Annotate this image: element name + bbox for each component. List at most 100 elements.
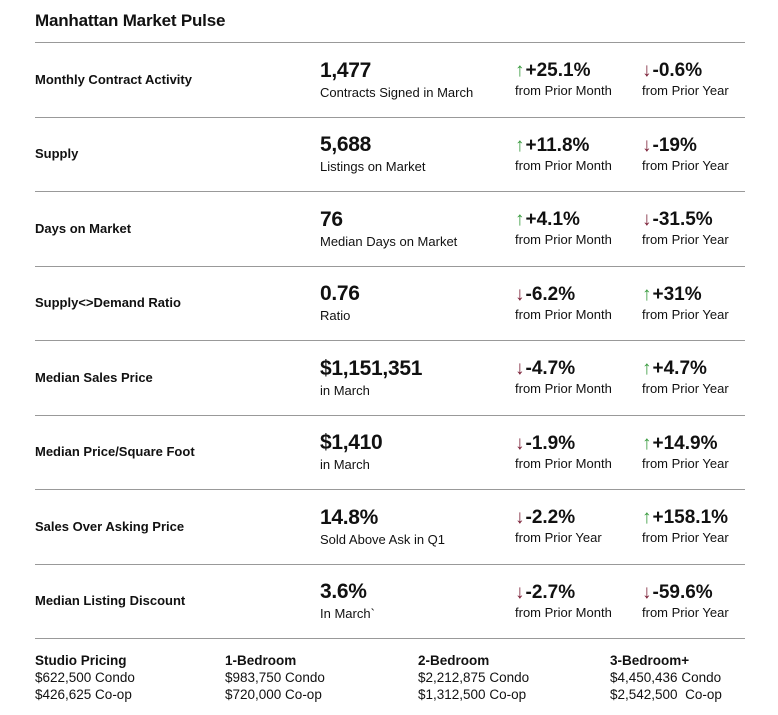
change-percent: +14.9% [652, 432, 718, 454]
change-caption: from Prior Year [642, 530, 729, 546]
pricing-coop-value: $426,625 Co-op [35, 687, 132, 702]
month-change-value: ↑+25.1% [515, 60, 642, 82]
metric-row: Supply 5,688 Listings on Market ↑+11.8% … [35, 118, 745, 192]
pricing-header: 1-Bedroom [225, 653, 297, 668]
trend-down-icon: ↓ [515, 432, 525, 454]
metric-label: Median Listing Discount [35, 593, 186, 609]
year-change: ↓-0.6% from Prior Year [642, 60, 745, 99]
trend-up-icon: ↑ [642, 358, 652, 380]
metric-row: Monthly Contract Activity 1,477 Contract… [35, 43, 745, 118]
change-percent: -6.2% [525, 283, 576, 305]
metric-value-caption: Sold Above Ask in Q1 [320, 531, 446, 547]
pricing-coop-value: $720,000 Co-op [225, 687, 322, 702]
metric-row: Supply<>Demand Ratio 0.76 Ratio ↓-6.2% f… [35, 267, 745, 341]
metric-value-number: $1,151,351 [320, 356, 423, 380]
metric-value-caption: in March [320, 457, 370, 473]
change-caption: from Prior Month [515, 83, 612, 99]
pricing-condo-value: $622,500 Condo [35, 670, 135, 685]
year-change: ↑+4.7% from Prior Year [642, 358, 745, 397]
trend-up-icon: ↑ [515, 209, 525, 231]
year-change: ↓-31.5% from Prior Year [642, 209, 745, 248]
metric-value-caption: Listings on Market [320, 159, 426, 175]
trend-up-icon: ↑ [642, 507, 652, 529]
metric-label: Median Price/Square Foot [35, 444, 195, 460]
trend-down-icon: ↓ [515, 283, 525, 305]
change-caption: from Prior Year [642, 157, 729, 173]
month-change: ↓-1.9% from Prior Month [515, 433, 642, 472]
pricing-condo-value: $983,750 Condo [225, 670, 325, 685]
metrics-table: Monthly Contract Activity 1,477 Contract… [35, 42, 745, 639]
year-change-value: ↑+31% [642, 284, 745, 306]
metric-value-number: 1,477 [320, 58, 372, 82]
pricing-column: Studio Pricing $622,500 Condo $426,625 C… [35, 652, 225, 703]
change-caption: from Prior Year [515, 530, 602, 546]
change-percent: -19% [652, 134, 697, 156]
metric-label: Supply [35, 146, 79, 162]
metric-label: Supply<>Demand Ratio [35, 295, 181, 311]
metric-value: 3.6% In March` [320, 580, 515, 622]
trend-up-icon: ↑ [515, 134, 525, 156]
month-change-value: ↓-4.7% [515, 358, 642, 380]
month-change: ↑+4.1% from Prior Month [515, 209, 642, 248]
metric-row: Median Listing Discount 3.6% In March` ↓… [35, 565, 745, 639]
pricing-coop-value: $2,542,500 Co-op [610, 687, 722, 702]
pricing-header: 3-Bedroom+ [610, 653, 690, 668]
metric-value-caption: Contracts Signed in March [320, 84, 474, 100]
month-change: ↓-2.7% from Prior Month [515, 582, 642, 621]
trend-down-icon: ↓ [515, 507, 525, 529]
metric-value-number: $1,410 [320, 431, 383, 455]
year-change: ↑+158.1% from Prior Year [642, 507, 745, 546]
pricing-summary: Studio Pricing $622,500 Condo $426,625 C… [35, 639, 745, 703]
metric-value-caption: In March` [320, 606, 375, 622]
pricing-condo-value: $4,450,436 Condo [610, 670, 722, 685]
change-caption: from Prior Year [642, 604, 729, 620]
metric-row: Days on Market 76 Median Days on Market … [35, 192, 745, 267]
metric-value: $1,410 in March [320, 431, 515, 473]
metric-row: Median Price/Square Foot $1,410 in March… [35, 416, 745, 490]
metric-value: 76 Median Days on Market [320, 208, 515, 250]
change-caption: from Prior Year [642, 455, 729, 471]
year-change-value: ↓-0.6% [642, 60, 745, 82]
change-caption: from Prior Year [642, 83, 729, 99]
month-change-value: ↑+11.8% [515, 135, 642, 157]
metric-value-caption: Median Days on Market [320, 233, 458, 249]
trend-up-icon: ↑ [642, 283, 652, 305]
month-change: ↓-6.2% from Prior Month [515, 284, 642, 323]
trend-down-icon: ↓ [642, 60, 652, 82]
metric-value-number: 0.76 [320, 282, 360, 306]
page-title: Manhattan Market Pulse [35, 11, 226, 30]
metric-value-number: 5,688 [320, 133, 372, 157]
metric-value: 5,688 Listings on Market [320, 133, 515, 175]
change-caption: from Prior Month [515, 604, 612, 620]
year-change: ↑+31% from Prior Year [642, 284, 745, 323]
metric-value-number: 76 [320, 207, 343, 231]
pricing-coop-value: $1,312,500 Co-op [418, 687, 527, 702]
change-caption: from Prior Month [515, 306, 612, 322]
change-percent: +4.7% [652, 358, 707, 380]
metric-value: 0.76 Ratio [320, 282, 515, 324]
pricing-condo-value: $2,212,875 Condo [418, 670, 530, 685]
change-caption: from Prior Month [515, 157, 612, 173]
metric-row: Median Sales Price $1,151,351 in March ↓… [35, 341, 745, 416]
year-change-value: ↓-59.6% [642, 582, 745, 604]
metric-label: Sales Over Asking Price [35, 518, 185, 534]
change-caption: from Prior Month [515, 455, 612, 471]
year-change-value: ↑+4.7% [642, 358, 745, 380]
change-percent: +31% [652, 283, 702, 305]
metric-value-number: 14.8% [320, 505, 379, 529]
month-change-value: ↓-2.2% [515, 507, 642, 529]
change-percent: -0.6% [652, 60, 703, 82]
pricing-header: 2-Bedroom [418, 653, 490, 668]
year-change-value: ↓-19% [642, 135, 745, 157]
year-change-value: ↓-31.5% [642, 209, 745, 231]
metric-row: Sales Over Asking Price 14.8% Sold Above… [35, 490, 745, 565]
year-change-value: ↑+14.9% [642, 433, 745, 455]
change-percent: -2.7% [525, 581, 576, 603]
trend-down-icon: ↓ [642, 209, 652, 231]
trend-up-icon: ↑ [642, 432, 652, 454]
trend-down-icon: ↓ [515, 358, 525, 380]
change-caption: from Prior Year [642, 306, 729, 322]
year-change: ↑+14.9% from Prior Year [642, 433, 745, 472]
change-percent: +25.1% [525, 60, 591, 82]
change-caption: from Prior Year [642, 232, 729, 248]
